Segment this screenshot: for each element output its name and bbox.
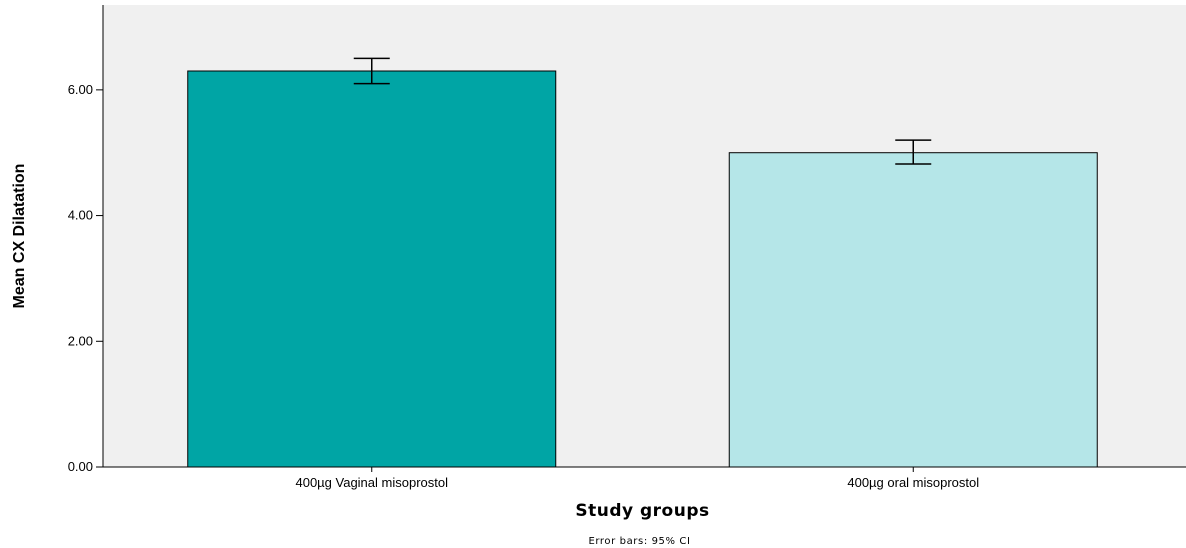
y-tick-label: 0.00 bbox=[68, 459, 93, 474]
x-axis-tick-labels: 400µg Vaginal misoprostol 400µg oral miso… bbox=[295, 467, 979, 490]
y-axis-ticks: 0.00 2.00 4.00 6.00 bbox=[68, 82, 103, 474]
bar bbox=[728, 152, 1098, 468]
error-bars-footnote: Error bars: 95% CI bbox=[588, 536, 690, 547]
y-tick-label: 2.00 bbox=[68, 333, 93, 348]
x-tick-label: 400µg oral misoprostol bbox=[847, 475, 979, 490]
x-tick-label: 400µg Vaginal misoprostol bbox=[295, 475, 448, 490]
x-axis-label: Study groups bbox=[575, 501, 709, 521]
y-axis-label: Mean CX Dilatation bbox=[11, 164, 28, 309]
bar bbox=[187, 70, 557, 468]
y-tick-label: 6.00 bbox=[68, 82, 93, 97]
error-bars bbox=[353, 57, 932, 165]
y-tick-label: 4.00 bbox=[68, 208, 93, 223]
bars bbox=[187, 70, 1098, 468]
